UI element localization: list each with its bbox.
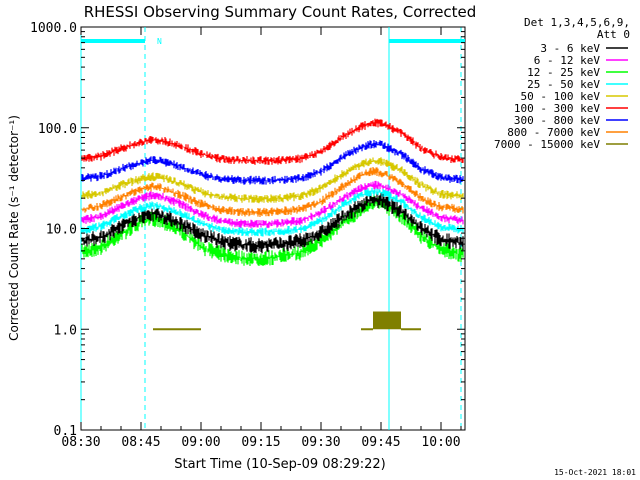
x-tick-label: 08:45: [121, 435, 160, 450]
legend-entry: 7000 - 15000 keV: [494, 138, 600, 151]
series-3-6kev: [81, 192, 464, 254]
x-tick-label: 10:00: [421, 435, 460, 450]
x-tick-label: 08:30: [61, 435, 100, 450]
legend-entry: 12 - 25 keV: [527, 66, 600, 79]
series-block: [373, 311, 381, 330]
series-800-7000kev: [81, 166, 464, 217]
series-7000-15000kev: [153, 311, 421, 331]
series-trace: [81, 140, 464, 185]
axis-ticks: 08:30 08:45 09:00 09:15 09:30 09:45 10:00 0.1 1.…: [30, 21, 465, 450]
y-tick-label: 1.0: [54, 323, 77, 338]
series-block: [381, 311, 401, 330]
footer-timestamp: 15-Oct-2021 18:01: [554, 468, 636, 477]
y-tick-label: 1000.0: [30, 21, 77, 36]
chart-title: RHESSI Observing Summary Count Rates, Co…: [84, 3, 477, 21]
series-300-800kev: [81, 140, 464, 185]
legend-header-line1: Det 1,3,4,5,6,9,: [524, 16, 630, 29]
legend-entry: 50 - 100 keV: [521, 90, 601, 103]
bar-marker-label: N: [157, 37, 162, 46]
series-50-100kev: [81, 157, 464, 204]
y-axis-label: Corrected Count Rate (s⁻¹ detector⁻¹): [7, 115, 21, 341]
x-tick-label: 09:00: [181, 435, 220, 450]
x-tick-label: 09:15: [241, 435, 280, 450]
series-6-12kev: [81, 180, 464, 229]
series-trace: [81, 187, 464, 237]
legend-entry: 3 - 6 keV: [540, 42, 600, 55]
series-trace: [81, 180, 464, 229]
x-axis-label: Start Time (10-Sep-09 08:29:22): [174, 457, 385, 472]
legend-entry: 800 - 7000 keV: [507, 126, 600, 139]
series-trace: [81, 166, 464, 217]
legend-entry: 25 - 50 keV: [527, 78, 600, 91]
series-25-50kev: [81, 187, 464, 237]
x-tick-label: 09:45: [361, 435, 400, 450]
legend-entry: 100 - 300 keV: [514, 102, 600, 115]
legend-entry: 6 - 12 keV: [534, 54, 601, 67]
y-tick-label: 100.0: [38, 122, 77, 137]
series-trace: [81, 192, 464, 254]
y-tick-label: 0.1: [54, 424, 77, 439]
y-tick-label: 10.0: [46, 223, 77, 238]
legend-entry: 300 - 800 keV: [514, 114, 600, 127]
legend-header-line2: Att 0: [597, 28, 630, 41]
series-trace: [81, 157, 464, 204]
x-tick-label: 09:30: [301, 435, 340, 450]
data-layer: N: [80, 27, 465, 430]
